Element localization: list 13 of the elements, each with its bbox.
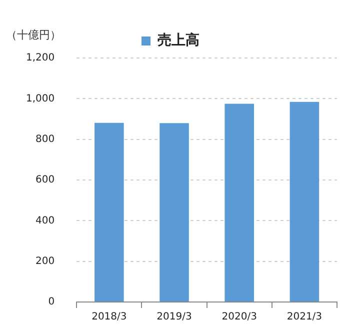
y-tick-label: 0 (48, 296, 55, 308)
y-tick-label: 800 (36, 134, 55, 145)
y-tick-label: 400 (36, 215, 55, 226)
y-tick-label: 1,000 (26, 93, 55, 104)
x-tick-label: 2020/3 (222, 312, 257, 323)
x-tick-label: 2021/3 (286, 312, 322, 323)
y-tick-label: 600 (36, 174, 55, 186)
y-axis-title: （十億円） (6, 28, 61, 42)
y-tick-label: 1,200 (26, 52, 55, 64)
x-tick-label: 2018/3 (92, 312, 127, 323)
x-tick-label: 2019/3 (156, 312, 192, 323)
y-tick-label: 200 (36, 256, 55, 267)
legend-label: 売上高 (158, 32, 200, 49)
